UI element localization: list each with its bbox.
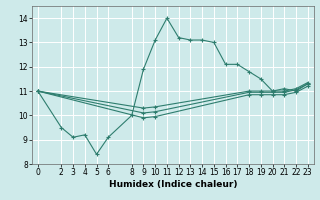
X-axis label: Humidex (Indice chaleur): Humidex (Indice chaleur) [108, 180, 237, 189]
